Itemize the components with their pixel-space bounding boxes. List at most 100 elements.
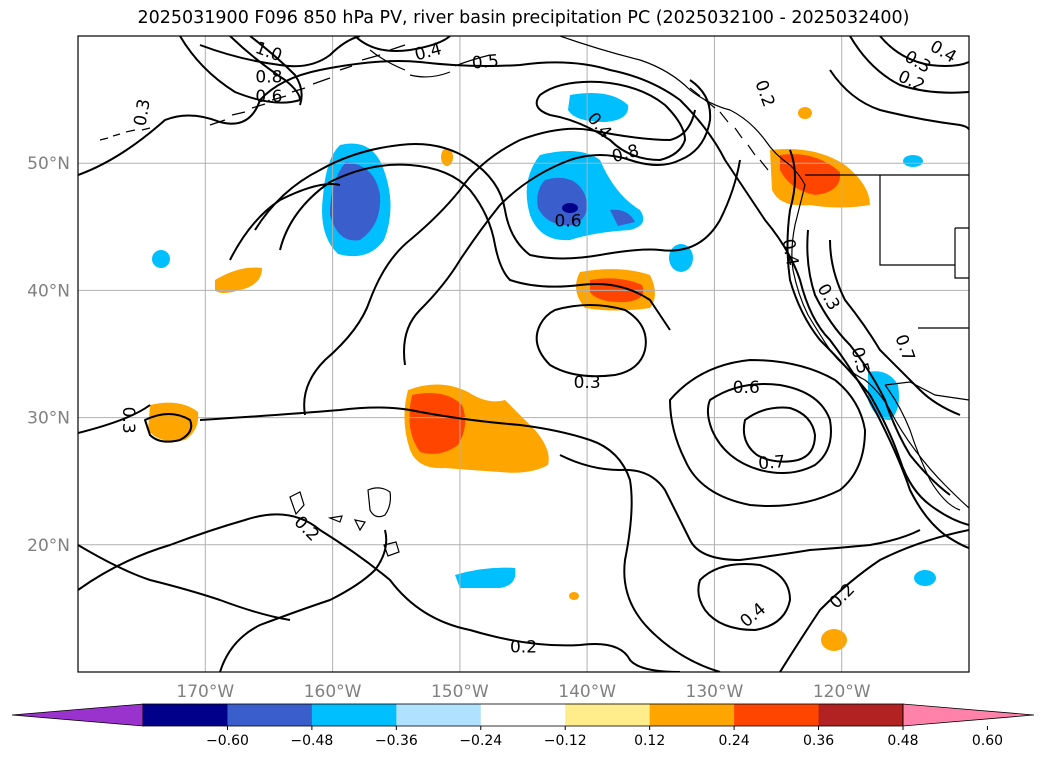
pv-contour-line xyxy=(229,36,301,101)
map-panel xyxy=(78,36,969,672)
colorbar-tick-label: −0.60 xyxy=(206,733,249,749)
lon-tick-labels: 170°W 160°W 150°W 140°W 130°W 120°W xyxy=(176,682,870,702)
map-frame xyxy=(77,35,970,673)
contour-label: 0.6 xyxy=(733,378,760,398)
colorbar-swatch xyxy=(649,704,735,726)
pv-contour-line xyxy=(806,229,951,496)
pv-contour-line xyxy=(303,109,696,416)
colorbar-tick-label: 0.48 xyxy=(887,733,918,749)
precip-neg-blob xyxy=(568,92,629,122)
pv-contour-line xyxy=(706,383,832,475)
precip-pos-core xyxy=(409,392,466,454)
lon-tick-label: 170°W xyxy=(176,682,234,702)
lon-tick-label: 120°W xyxy=(813,682,871,702)
colorbar-swatch xyxy=(734,704,820,726)
precip-pos-blob xyxy=(821,629,847,651)
colorbar-tick-label: −0.36 xyxy=(375,733,418,749)
pv-contour-line xyxy=(229,183,341,261)
colorbar-swatch xyxy=(311,704,397,726)
colorbar-extend-high xyxy=(902,703,1035,727)
precip-neg-deep xyxy=(562,203,578,213)
alaska-coast xyxy=(559,36,806,186)
colorbar-swatch xyxy=(565,704,651,726)
colorbar-tick-label: −0.48 xyxy=(290,733,333,749)
hawaii-island xyxy=(367,487,392,518)
alaska-west xyxy=(369,49,491,78)
north-america-coast xyxy=(791,184,969,509)
pv-contour-line xyxy=(78,513,681,672)
colorbar-swatch xyxy=(227,704,313,726)
precip-pos-blob xyxy=(215,267,262,293)
baja-coast xyxy=(884,384,961,511)
pv-contour-line xyxy=(279,163,671,331)
border-line xyxy=(884,381,969,401)
colorbar-extend-low xyxy=(11,703,144,727)
precip-neg-core xyxy=(537,177,588,226)
hawaii-island xyxy=(327,515,343,523)
map-title: 2025031900 F096 850 hPa PV, river basin … xyxy=(137,8,910,28)
pv-contour-line xyxy=(78,404,721,672)
lat-tick-label: 40°N xyxy=(27,281,70,301)
pv-contour-line xyxy=(199,36,361,68)
hawaii-island xyxy=(383,541,400,557)
colorbar: −0.60 −0.48 −0.36 −0.24 −0.12 0.12 0.24 0.36 0.4… xyxy=(11,703,1035,749)
pv-contour-line xyxy=(669,359,866,507)
hawaii-island xyxy=(353,519,366,532)
pv-contour-line xyxy=(559,454,921,561)
precip-neg-blob xyxy=(903,155,923,167)
pv-contour-line xyxy=(219,529,388,672)
colorbar-tick-label: 0.12 xyxy=(634,733,665,749)
pv-contour-line xyxy=(249,36,303,106)
pv-contour-line xyxy=(829,69,969,131)
contour-label: 0.6 xyxy=(555,211,582,231)
pv-contour-line xyxy=(829,239,961,416)
pv-contour-line xyxy=(78,544,291,621)
contour-label: 0.5 xyxy=(471,51,500,73)
pv-contour-line xyxy=(254,143,741,260)
contour-label: 0.2 xyxy=(510,638,537,658)
colorbar-tick-label: −0.12 xyxy=(544,733,587,749)
pv-contours xyxy=(78,36,969,672)
pv-contour-line xyxy=(779,529,969,672)
pv-contour-line xyxy=(849,36,969,94)
precip-pos-blob xyxy=(441,148,453,166)
precip-neg-core xyxy=(610,209,635,226)
pv-contour-line xyxy=(742,406,816,463)
colorbar-tick-label: −0.24 xyxy=(459,733,502,749)
colorbar-tick-label: 0.60 xyxy=(972,733,1003,749)
lon-tick-label: 130°W xyxy=(686,682,744,702)
coastlines xyxy=(99,36,969,557)
border-line xyxy=(954,227,969,279)
hawaii-island xyxy=(289,491,305,516)
lat-tick-label: 30°N xyxy=(27,409,70,429)
contour-label: 0.3 xyxy=(130,97,154,127)
contour-label: 0.7 xyxy=(757,452,786,474)
border-line xyxy=(879,175,955,266)
lon-tick-label: 140°W xyxy=(558,682,616,702)
pv-contour-line xyxy=(403,79,712,366)
pv-contour-line xyxy=(354,36,451,52)
colorbar-frame xyxy=(142,703,904,727)
lon-tick-label: 150°W xyxy=(431,682,489,702)
contour-label: 0.8 xyxy=(255,68,282,88)
colorbar-swatch xyxy=(480,704,566,726)
pv-contour-line xyxy=(179,36,301,104)
pv-contour-line xyxy=(697,563,791,631)
lat-tick-label: 20°N xyxy=(27,536,70,556)
contour-label: 0.4 xyxy=(778,237,802,267)
lon-tick-label: 160°W xyxy=(304,682,362,702)
pv-contour-line xyxy=(535,80,686,161)
pv-contour-line xyxy=(144,413,193,443)
colorbar-tick-label: 0.36 xyxy=(803,733,834,749)
precip-neg-blob xyxy=(152,250,170,268)
contour-label: 0.3 xyxy=(574,373,601,393)
lat-tick-labels: 20°N 30°N 40°N 50°N xyxy=(27,154,70,556)
precip-neg-blob xyxy=(914,570,936,586)
se-alaska-islands xyxy=(689,87,769,171)
precip-neg-core xyxy=(330,162,381,241)
contour-label: 0.6 xyxy=(255,87,282,107)
colorbar-swatch xyxy=(818,704,904,726)
precip-pos-blob xyxy=(569,592,579,600)
precip-pos-blob xyxy=(148,402,199,442)
